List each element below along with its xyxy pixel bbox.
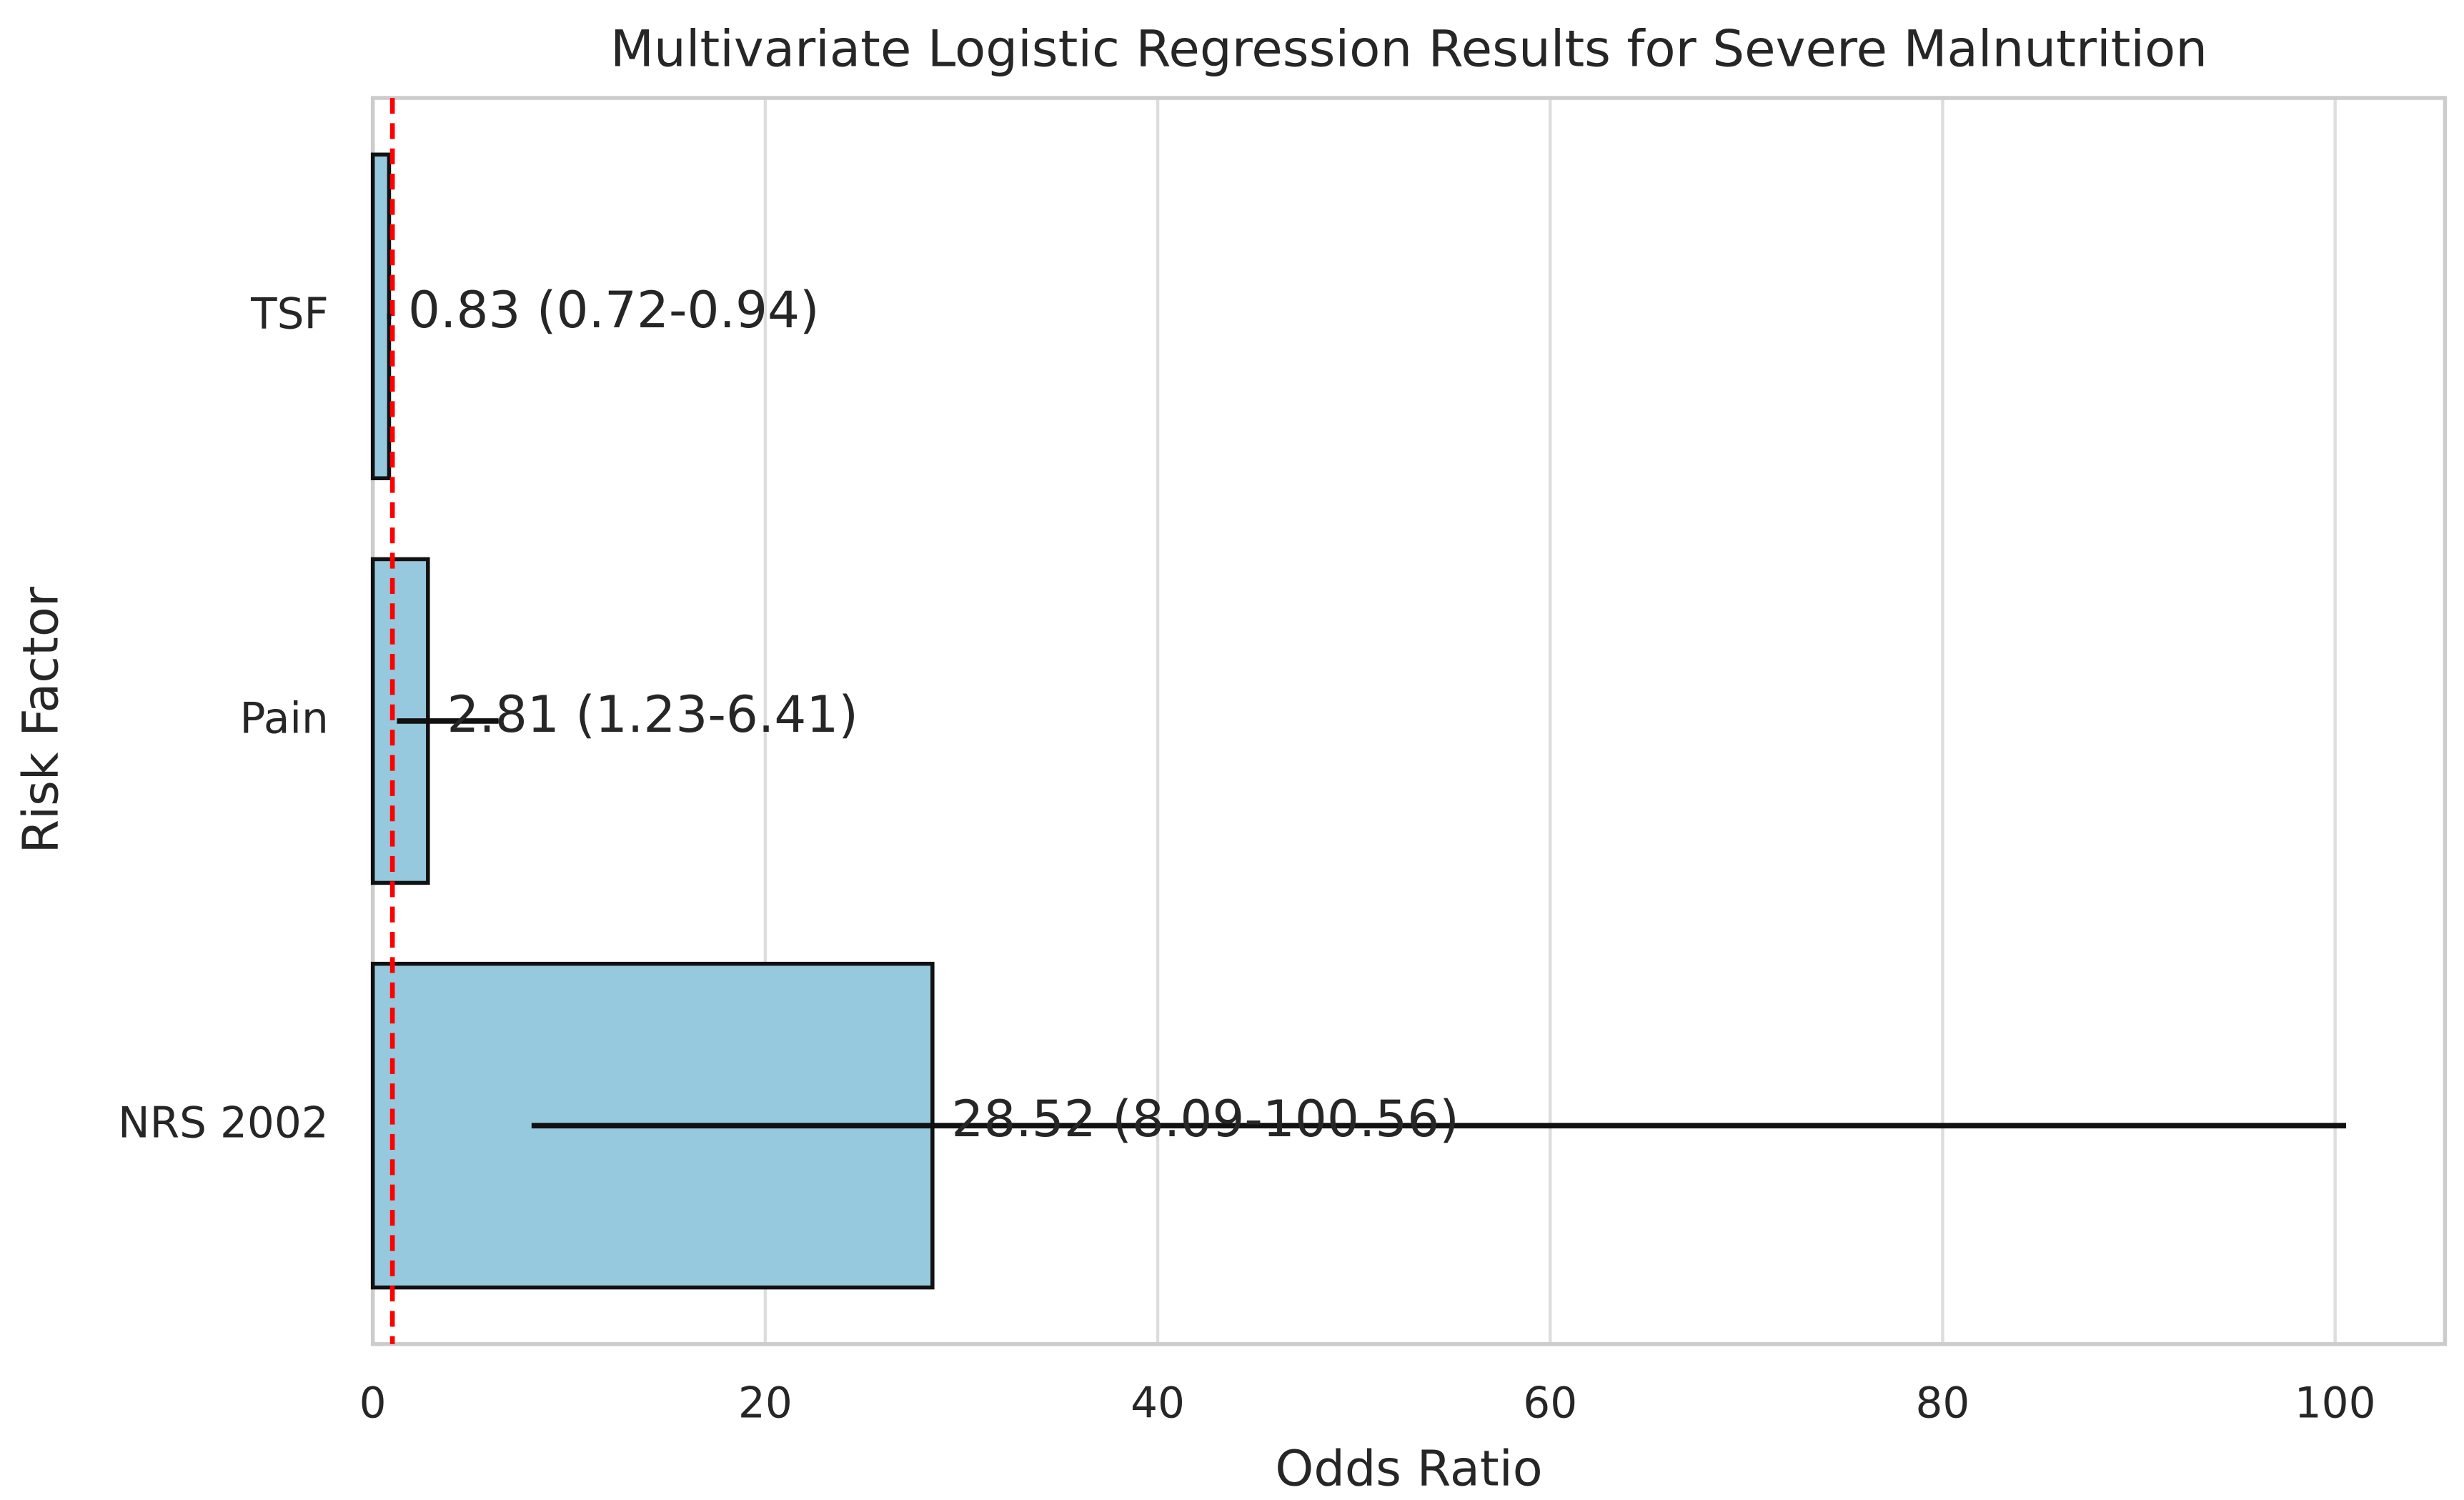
y-tick-label: Pain: [240, 695, 329, 744]
x-tick-label: 60: [1523, 1379, 1577, 1429]
x-axis-label: Odds Ratio: [1275, 1440, 1542, 1497]
y-tick-label: NRS 2002: [118, 1099, 329, 1148]
x-tick-label: 20: [738, 1379, 793, 1429]
bar: [370, 152, 392, 480]
x-tick-label: 80: [1915, 1379, 1969, 1429]
data-label: 28.52 (8.09-100.56): [951, 1089, 1459, 1148]
x-tick-label: 0: [359, 1379, 387, 1429]
y-tick-label: TSF: [250, 289, 329, 339]
x-tick-label: 100: [2295, 1379, 2376, 1429]
x-tick-label: 40: [1131, 1379, 1185, 1429]
data-label: 0.83 (0.72-0.94): [408, 280, 820, 339]
chart-title: Multivariate Logistic Regression Results…: [610, 19, 2207, 78]
y-axis-label: Risk Factor: [12, 586, 69, 853]
data-label: 2.81 (1.23-6.41): [447, 685, 858, 744]
